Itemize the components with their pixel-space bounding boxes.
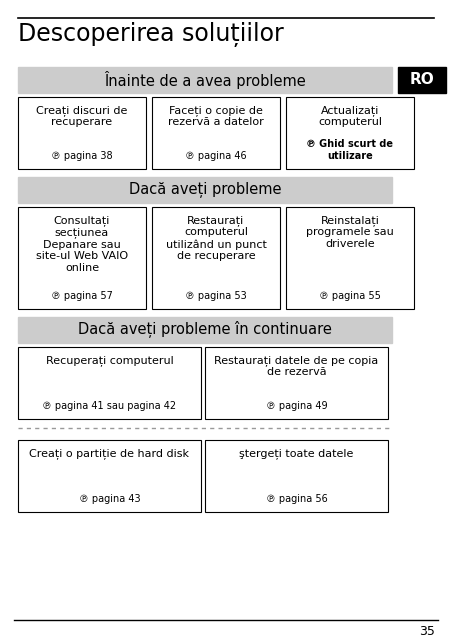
Text: ℗ pagina 49: ℗ pagina 49 (265, 401, 327, 411)
FancyBboxPatch shape (18, 440, 201, 512)
Text: Creați o partiție de hard disk: Creați o partiție de hard disk (29, 448, 189, 459)
Text: Restaurați datele de pe copia
de rezervă: Restaurați datele de pe copia de rezervă (214, 355, 378, 378)
Text: Recuperați computerul: Recuperați computerul (46, 355, 173, 366)
Text: Creați discuri de
recuperare: Creați discuri de recuperare (36, 105, 127, 127)
FancyBboxPatch shape (18, 317, 391, 343)
Text: Reinstalați
programele sau
driverele: Reinstalați programele sau driverele (305, 215, 393, 249)
Text: ℗ pagina 43: ℗ pagina 43 (78, 494, 140, 504)
Text: Restaurați
computerul
utilizând un punct
de recuperare: Restaurați computerul utilizând un punct… (165, 215, 266, 261)
Text: RO: RO (409, 72, 433, 88)
Text: Descoperirea soluțiilor: Descoperirea soluțiilor (18, 22, 283, 47)
FancyBboxPatch shape (152, 97, 279, 169)
FancyBboxPatch shape (285, 97, 413, 169)
Text: ℗ pagina 56: ℗ pagina 56 (265, 494, 327, 504)
FancyBboxPatch shape (18, 67, 391, 93)
Text: ℗ pagina 46: ℗ pagina 46 (185, 151, 246, 161)
Text: ℗ Ghid scurt de
utilizare: ℗ Ghid scurt de utilizare (306, 140, 393, 161)
Text: ℗ pagina 55: ℗ pagina 55 (318, 291, 380, 301)
FancyBboxPatch shape (397, 67, 445, 93)
Text: Consultați
secțiunea
Depanare sau
site-ul Web VAIO
online: Consultați secțiunea Depanare sau site-u… (36, 215, 128, 273)
Text: 35: 35 (418, 625, 434, 638)
FancyBboxPatch shape (285, 207, 413, 309)
Text: Dacă aveți probleme în continuare: Dacă aveți probleme în continuare (78, 321, 331, 339)
Text: ℗ pagina 41 sau pagina 42: ℗ pagina 41 sau pagina 42 (42, 401, 176, 411)
Text: ℗ pagina 57: ℗ pagina 57 (51, 291, 113, 301)
Text: Înainte de a avea probleme: Înainte de a avea probleme (104, 71, 305, 89)
Text: Actualizați
computerul: Actualizați computerul (318, 105, 381, 127)
Text: ştergeți toate datele: ştergeți toate datele (239, 448, 353, 459)
Text: Dacă aveți probleme: Dacă aveți probleme (129, 182, 281, 198)
FancyBboxPatch shape (205, 347, 387, 419)
FancyBboxPatch shape (205, 440, 387, 512)
FancyBboxPatch shape (18, 97, 146, 169)
Text: ℗ pagina 38: ℗ pagina 38 (51, 151, 113, 161)
FancyBboxPatch shape (152, 207, 279, 309)
FancyBboxPatch shape (18, 207, 146, 309)
Text: Faceți o copie de
rezervă a datelor: Faceți o copie de rezervă a datelor (168, 105, 263, 127)
FancyBboxPatch shape (18, 347, 201, 419)
FancyBboxPatch shape (18, 177, 391, 203)
Text: ℗ pagina 53: ℗ pagina 53 (185, 291, 246, 301)
